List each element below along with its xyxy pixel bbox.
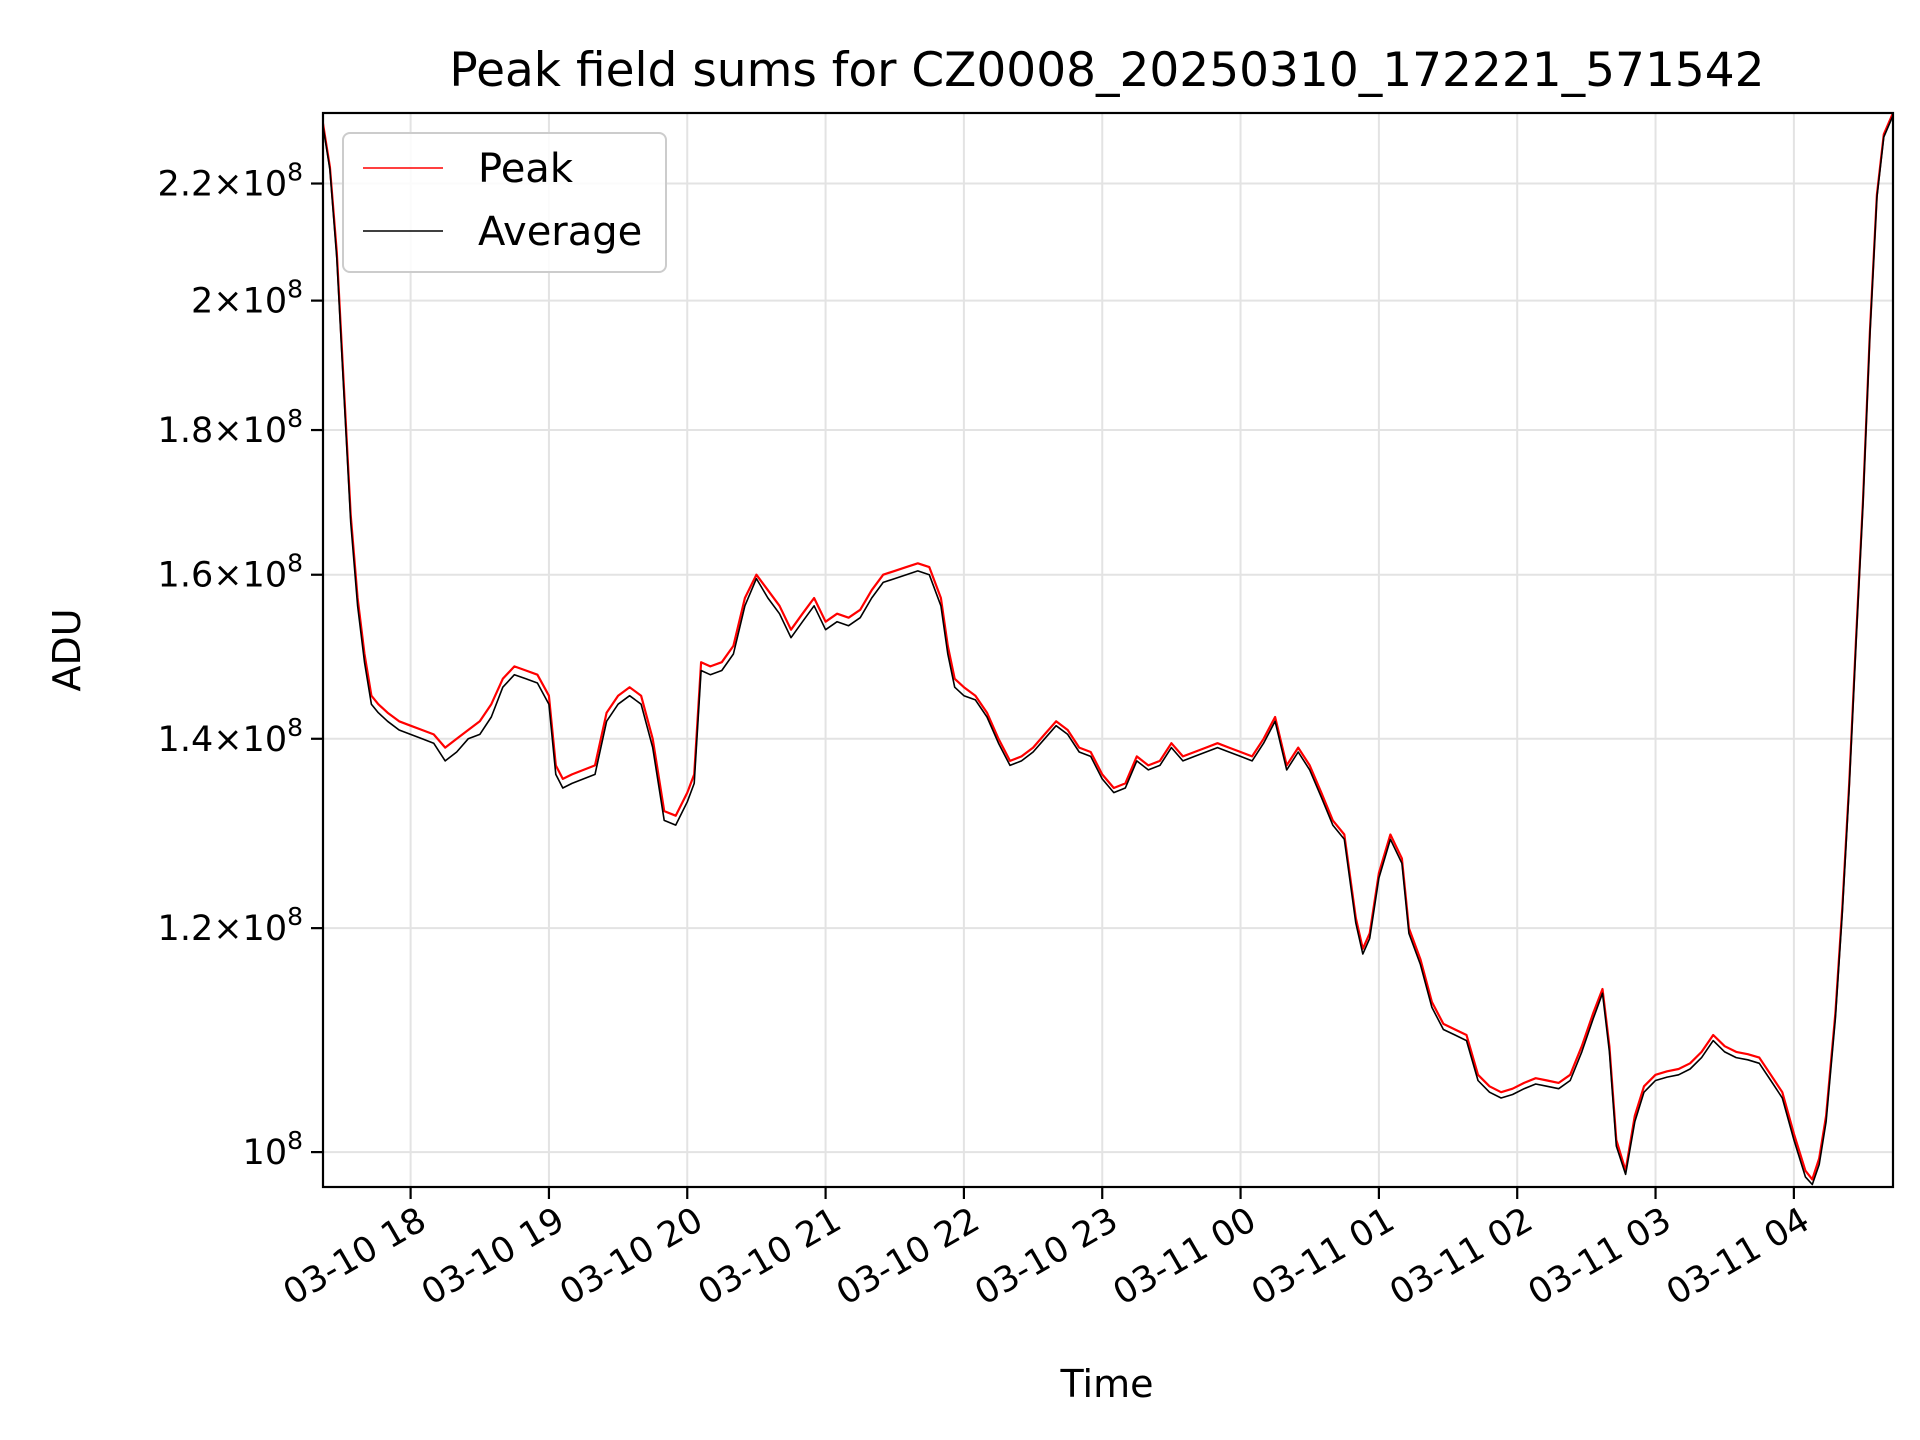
y-axis-ticks: 1081.2×1081.4×1081.6×1081.8×1082×1082.2×…	[158, 158, 323, 1173]
y-tick-base: 10	[243, 411, 288, 451]
y-tick-label: 1.2×108	[158, 902, 303, 949]
y-tick-base: 10	[243, 556, 288, 596]
x-axis-label: Time	[1060, 1362, 1154, 1406]
y-tick-label: 2×108	[191, 275, 303, 322]
y-tick-base: 10	[243, 909, 288, 949]
y-tick-mantissa: 1.4	[158, 720, 214, 760]
y-tick-exponent: 8	[287, 902, 303, 931]
y-tick-times: ×	[213, 282, 242, 322]
y-tick-exponent: 8	[287, 158, 303, 187]
y-tick-label: 2.2×108	[158, 158, 303, 205]
series-line-peak	[323, 113, 1893, 1181]
y-tick-times: ×	[213, 909, 242, 949]
y-tick-base: 10	[243, 165, 288, 205]
y-tick-times: ×	[213, 720, 242, 760]
y-tick-base: 10	[243, 282, 288, 322]
y-tick-label: 108	[243, 1126, 303, 1173]
y-tick-label: 1.4×108	[158, 713, 303, 760]
y-tick-base: 10	[243, 720, 288, 760]
legend: Peak Average	[342, 132, 667, 273]
y-tick-mantissa: 1.8	[158, 411, 214, 451]
y-tick-times: ×	[213, 165, 242, 205]
y-tick-mantissa: 2	[191, 282, 213, 322]
y-tick-exponent: 8	[287, 404, 303, 433]
legend-label-average: Average	[478, 209, 642, 255]
y-tick-label: 1.8×108	[158, 404, 303, 451]
y-tick-times: ×	[213, 411, 242, 451]
legend-label-peak: Peak	[478, 146, 574, 192]
y-tick-mantissa: 1.6	[158, 556, 214, 596]
series-line-average	[323, 115, 1893, 1186]
y-tick-label: 1.6×108	[158, 549, 303, 596]
grid-lines	[323, 113, 1893, 1187]
y-tick-exponent: 8	[287, 1126, 303, 1155]
series-layer	[323, 113, 1893, 1186]
plot-frame	[321, 111, 1895, 1189]
y-tick-base: 10	[243, 1133, 288, 1173]
y-tick-mantissa: 2.2	[158, 165, 214, 205]
chart-title: Peak field sums for CZ0008_20250310_1722…	[449, 43, 1764, 98]
y-tick-exponent: 8	[287, 275, 303, 304]
y-tick-exponent: 8	[287, 713, 303, 742]
y-tick-mantissa: 1.2	[158, 909, 214, 949]
y-tick-exponent: 8	[287, 549, 303, 578]
y-axis-label: ADU	[45, 608, 89, 691]
y-tick-times: ×	[213, 556, 242, 596]
